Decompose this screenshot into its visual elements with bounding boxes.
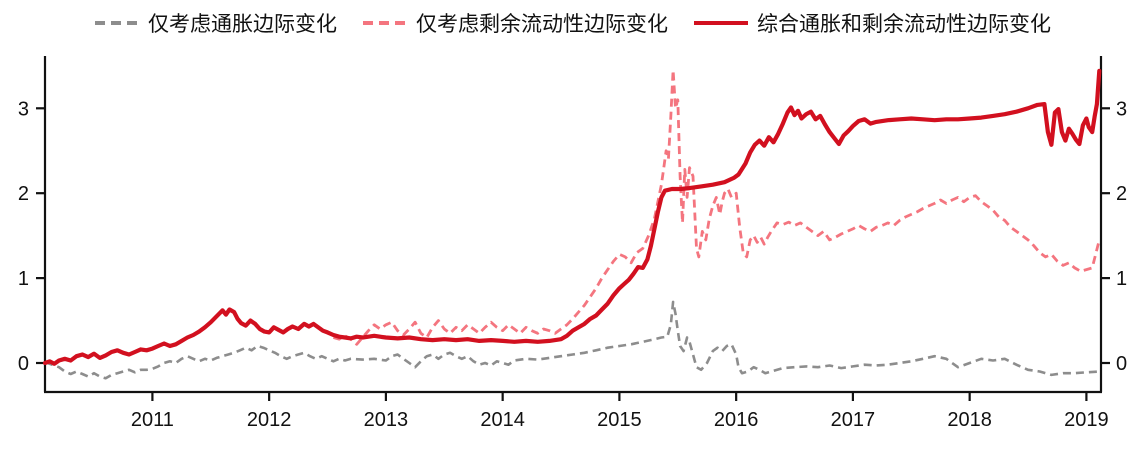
legend-label: 综合通胀和剩余流动性边际变化	[757, 13, 1051, 36]
series-line-inflation-only	[44, 300, 1100, 380]
pink-dashed-line-sample	[363, 21, 407, 25]
legend-item-liquidity-only: 仅考虑剩余流动性边际变化	[363, 8, 668, 38]
x-axis-tick-label: 2011	[131, 409, 174, 431]
y-axis-tick-label-right: 1	[1116, 268, 1127, 290]
y-axis-tick-label-left: 2	[18, 183, 29, 205]
y-axis-tick-label-right: 0	[1116, 353, 1127, 375]
series-line-liquidity-only	[333, 68, 1101, 346]
y-axis-tick-label-right: 3	[1116, 98, 1127, 120]
y-axis-tick-label-left: 1	[18, 268, 29, 290]
y-axis-tick-label-right: 2	[1116, 183, 1127, 205]
x-axis-tick-label: 2014	[480, 409, 525, 431]
legend-item-inflation-only: 仅考虑通胀边际变化	[95, 8, 337, 38]
x-axis-tick-label: 2017	[831, 409, 876, 431]
y-axis-tick-label-left: 0	[18, 353, 29, 375]
x-axis-tick-label: 2012	[247, 409, 292, 431]
legend-item-combined: 综合通胀和剩余流动性边际变化	[694, 8, 1051, 38]
chart-legend: 仅考虑通胀边际变化 仅考虑剩余流动性边际变化 综合通胀和剩余流动性边际变化	[0, 8, 1146, 38]
legend-label: 仅考虑通胀边际变化	[148, 13, 337, 36]
x-axis-tick-label: 2013	[364, 409, 409, 431]
series-line-combined	[42, 68, 1102, 366]
gray-dashed-line-sample	[95, 21, 139, 25]
x-axis-tick-label: 2018	[947, 409, 992, 431]
x-axis-tick-label: 2019	[1064, 409, 1109, 431]
x-axis-tick-label: 2015	[597, 409, 642, 431]
y-axis-tick-label-left: 3	[18, 98, 29, 120]
red-solid-line-sample	[694, 20, 748, 26]
x-axis-tick-label: 2016	[714, 409, 759, 431]
legend-label: 仅考虑剩余流动性边际变化	[416, 13, 668, 36]
